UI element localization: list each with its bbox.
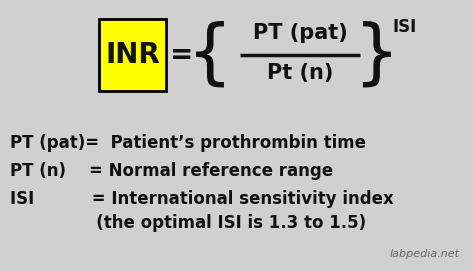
Text: =: = bbox=[170, 41, 193, 69]
Text: ISI          = International sensitivity index: ISI = International sensitivity index bbox=[10, 190, 394, 208]
Text: ISI: ISI bbox=[392, 18, 416, 36]
FancyBboxPatch shape bbox=[99, 19, 166, 91]
Text: PT (pat)=  Patient’s prothrombin time: PT (pat)= Patient’s prothrombin time bbox=[10, 134, 366, 152]
Text: INR: INR bbox=[105, 41, 160, 69]
Text: (the optimal ISI is 1.3 to 1.5): (the optimal ISI is 1.3 to 1.5) bbox=[10, 214, 366, 232]
Text: labpedia.net: labpedia.net bbox=[390, 249, 460, 259]
Text: Pt (n): Pt (n) bbox=[267, 63, 333, 83]
Text: $\{$: $\{$ bbox=[185, 20, 225, 90]
Text: $\}$: $\}$ bbox=[352, 20, 392, 90]
Text: PT (pat): PT (pat) bbox=[253, 23, 347, 43]
Text: PT (n)    = Normal reference range: PT (n) = Normal reference range bbox=[10, 162, 333, 180]
